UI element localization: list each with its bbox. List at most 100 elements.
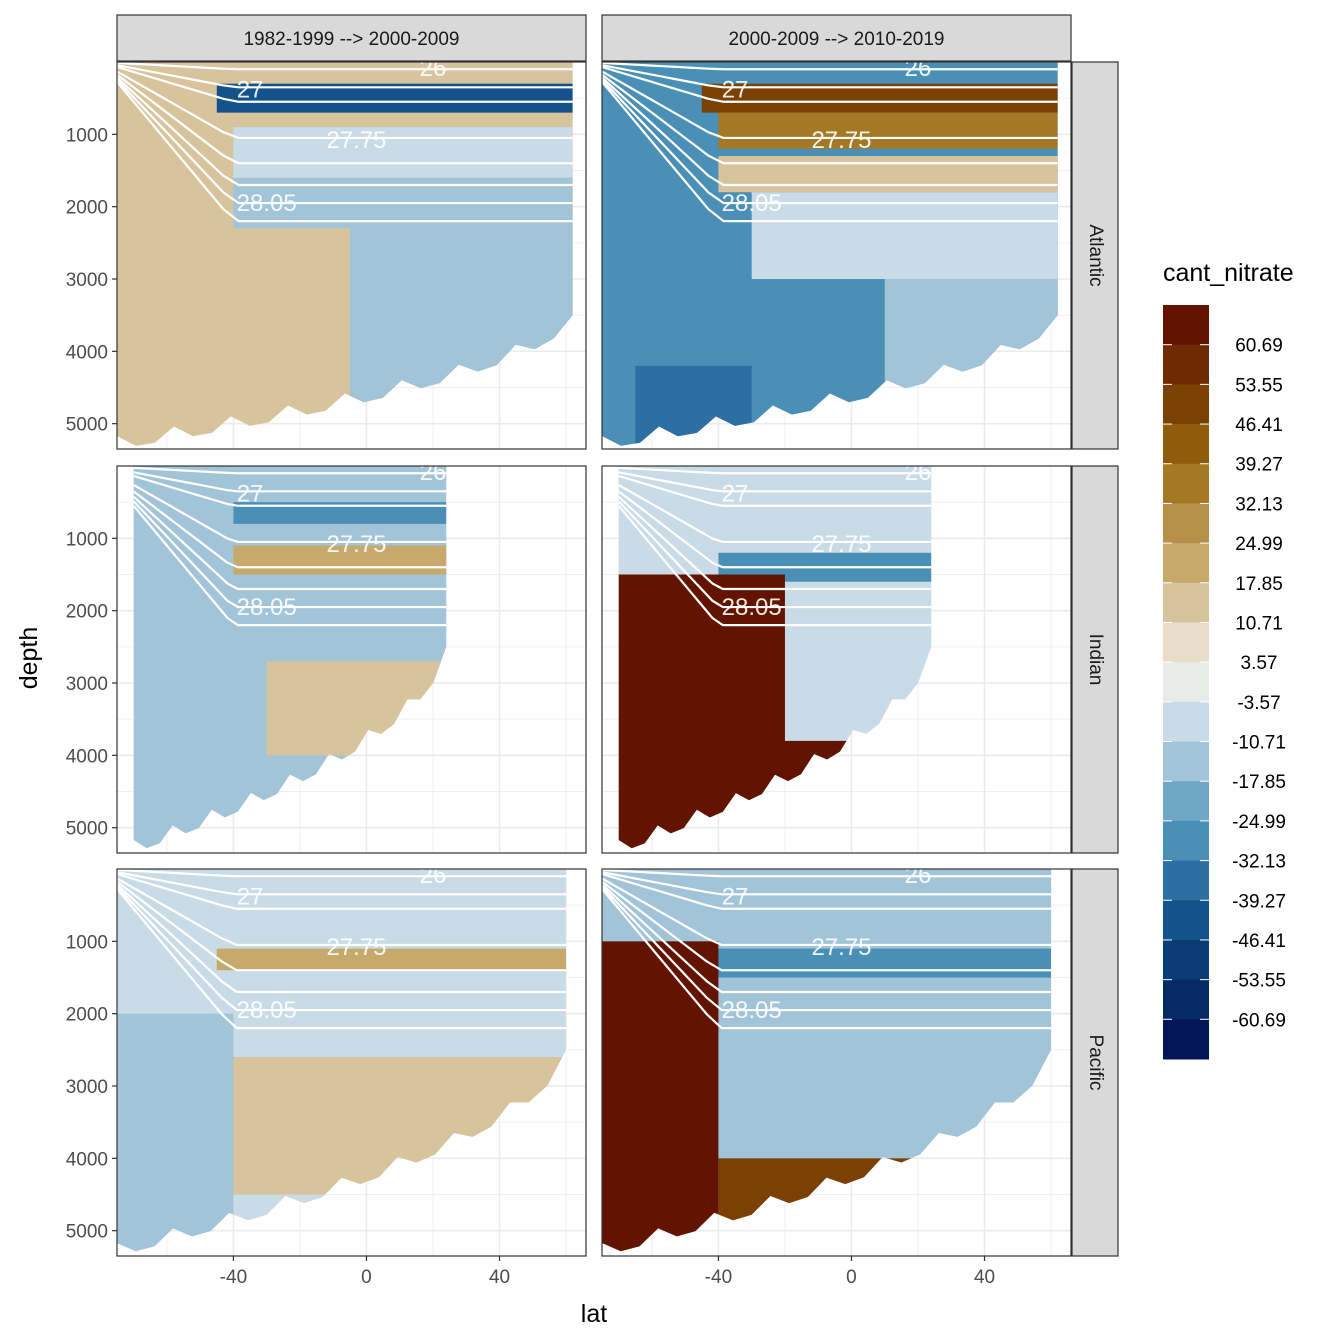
isopycnal-label: 27.75 [326, 531, 386, 558]
column-strip-label: 2000-2009 --> 2010-2019 [728, 29, 944, 50]
isopycnal-line [117, 73, 573, 165]
isopycnal-label: 26 [420, 862, 447, 889]
legend-swatch [1163, 622, 1209, 663]
contour-band [216, 83, 573, 113]
row-strip-label: Atlantic [1085, 224, 1106, 286]
y-tick-label: 1000 [66, 932, 108, 953]
contour-band [718, 156, 1058, 193]
isopycnal-line [602, 869, 1052, 878]
x-tick-label: 0 [361, 1267, 372, 1288]
legend-label: 32.13 [1235, 494, 1283, 515]
contour-band [701, 83, 1058, 113]
isopycnal-line [618, 474, 932, 507]
isopycnal-line [602, 872, 1052, 910]
isopycnal-line [133, 490, 447, 569]
isopycnal-label: 27 [237, 480, 264, 507]
isopycnal-line [602, 64, 1058, 89]
panel-atlantic-1: 26 27 27.75 28.05 [116, 61, 587, 450]
panel-indian-1: 26 27 27.75 28.05 [116, 465, 587, 854]
contour-band [602, 941, 719, 1252]
isopycnal-line [602, 65, 1058, 103]
y-tick-label: 3000 [66, 270, 108, 291]
isopycnal-label: 27 [722, 883, 749, 910]
legend-label: -39.27 [1232, 891, 1286, 912]
legend-swatch [1163, 860, 1209, 901]
y-axis-title: depth [15, 627, 43, 690]
panel-pacific-1: 26 27 27.75 28.05 [116, 862, 587, 1257]
y-tick-label: 2000 [66, 602, 108, 623]
legend-swatch [1163, 384, 1209, 425]
legend-label: -24.99 [1232, 812, 1286, 833]
isopycnal-label: 28.05 [237, 594, 297, 621]
isopycnal-line [133, 466, 447, 475]
isopycnal-line [117, 883, 567, 994]
isopycnal-label: 26 [905, 55, 932, 82]
isopycnal-label: 27.75 [811, 531, 871, 558]
row-strip-label: Indian [1085, 634, 1106, 686]
legend-label: 39.27 [1235, 455, 1283, 476]
isopycnal-line [117, 78, 573, 205]
legend-swatch [1163, 900, 1209, 941]
legend-label: 46.41 [1235, 415, 1283, 436]
isopycnal-label: 27.75 [326, 127, 386, 154]
row-strip [1071, 868, 1119, 1257]
contour-band [233, 127, 573, 178]
contour-band [117, 1013, 234, 1252]
panel-border [116, 868, 587, 1257]
isopycnal-label: 28.05 [237, 190, 297, 217]
panel-border [601, 868, 1072, 1257]
legend-label: 24.99 [1235, 534, 1283, 555]
y-tick-label: 2000 [66, 1005, 108, 1026]
legend-label: -46.41 [1232, 931, 1286, 952]
legend-swatch [1163, 543, 1209, 584]
legend-label: -60.69 [1232, 1010, 1286, 1031]
legend-label: 3.57 [1241, 653, 1278, 674]
legend-title: cant_nitrate [1163, 259, 1294, 287]
column-strip [601, 14, 1072, 62]
legend-swatch [1163, 424, 1209, 465]
isopycnal-line [133, 471, 447, 493]
x-tick-label: 0 [846, 1267, 857, 1288]
isopycnal-line [117, 880, 567, 972]
isopycnal-line [602, 81, 1058, 223]
row-strip [1071, 465, 1119, 854]
isopycnal-label: 27 [722, 76, 749, 103]
legend-swatch [1163, 939, 1209, 981]
isopycnal-line [618, 490, 932, 569]
isopycnal-label: 27.75 [811, 934, 871, 961]
isopycnal-line [602, 888, 1052, 1030]
isopycnal-line [618, 484, 932, 544]
isopycnal-label: 26 [905, 862, 932, 889]
contour-band [233, 502, 447, 524]
contour-band [216, 948, 567, 971]
contour-band [233, 545, 447, 575]
isopycnal-line [602, 70, 1058, 140]
isopycnal-line [618, 466, 932, 475]
y-tick-label: 1000 [66, 529, 108, 550]
legend-label: 53.55 [1235, 375, 1283, 396]
isopycnal-line [602, 62, 1058, 71]
panel-indian-2: 26 27 27.75 28.05 [601, 465, 1072, 854]
isopycnal-line [133, 474, 447, 507]
column-strip-label: 1982-1999 --> 2000-2009 [243, 29, 459, 50]
isopycnal-line [117, 877, 567, 947]
facet-strips: Atlantic Indian Pacific 1982-1999 --> 2000-… [116, 14, 1119, 1257]
legend-label: 10.71 [1235, 613, 1283, 634]
isopycnal-label: 28.05 [237, 997, 297, 1024]
isopycnal-line [133, 484, 447, 544]
isopycnal-line [117, 888, 567, 1030]
isopycnal-line [602, 73, 1058, 165]
y-tick-label: 4000 [66, 342, 108, 363]
x-tick-label: -40 [220, 1267, 247, 1288]
isopycnal-line [117, 62, 573, 71]
contour-band [751, 192, 1058, 280]
isopycnal-line [117, 81, 573, 223]
isopycnal-line [117, 64, 573, 89]
isopycnal-line [117, 872, 567, 910]
legend-swatch [1163, 344, 1209, 385]
legend-label: -53.55 [1232, 971, 1286, 992]
legend-swatch [1163, 305, 1209, 346]
y-tick-label: 4000 [66, 746, 108, 767]
legend-swatch [1163, 781, 1209, 822]
